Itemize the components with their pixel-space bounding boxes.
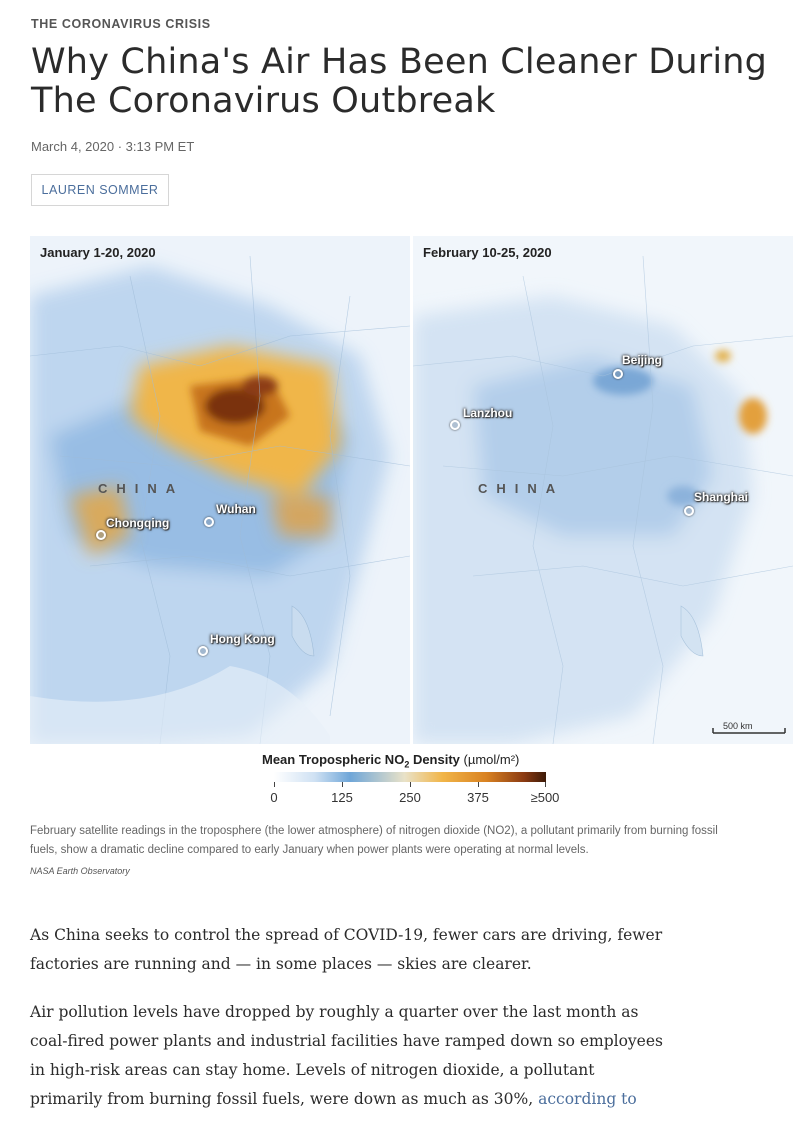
- beijing-marker-icon: [613, 369, 623, 379]
- map-february-country-label: CHINA: [478, 481, 565, 496]
- hong-kong-marker-icon: [198, 646, 208, 656]
- place-label-hong-kong: Hong Kong: [210, 632, 275, 646]
- place-label-wuhan: Wuhan: [216, 502, 256, 516]
- place-label-lanzhou: Lanzhou: [463, 406, 513, 420]
- legend-tick-label: ≥500: [530, 790, 560, 805]
- article-headline: Why China's Air Has Been Cleaner During …: [31, 42, 768, 121]
- legend-tick-mark: [274, 782, 275, 787]
- wuhan-marker-icon: [204, 517, 214, 527]
- legend-title-rest: Density: [409, 752, 464, 767]
- legend-tick-label: 0: [270, 790, 278, 805]
- legend-tick-mark: [410, 782, 411, 787]
- map-february: February 10-25, 2020 CHINA Beijing Lanzh…: [413, 236, 793, 744]
- figure-credit: NASA Earth Observatory: [30, 866, 130, 876]
- nasa-source-link[interactable]: according to NASA: [30, 1090, 637, 1121]
- legend-tick-label: 125: [331, 790, 353, 805]
- figure-caption: February satellite readings in the tropo…: [30, 825, 718, 856]
- legend-tick-mark: [545, 782, 546, 787]
- body-paragraph-2-end: .: [77, 1119, 82, 1121]
- shanghai-marker-icon: [684, 506, 694, 516]
- map-january-title: January 1-20, 2020: [40, 245, 156, 260]
- legend-color-bar: [274, 772, 546, 782]
- legend-tick-mark: [342, 782, 343, 787]
- article-dateline: March 4, 2020 · 3:13 PM ET: [31, 139, 195, 154]
- legend-unit: (µmol/m²): [463, 752, 520, 767]
- body-paragraph-2-text: Air pollution levels have dropped by rou…: [30, 1003, 663, 1108]
- place-label-chongqing: Chongqing: [106, 516, 170, 530]
- map-january-image: [30, 236, 410, 744]
- section-kicker-link[interactable]: THE CORONAVIRUS CRISIS: [31, 17, 211, 31]
- legend-title-subscript: 2: [404, 759, 410, 770]
- map-february-title: February 10-25, 2020: [423, 245, 552, 260]
- no2-density-legend: Mean Tropospheric NO2 Density (µmol/m²) …: [262, 752, 572, 812]
- body-paragraph-1: As China seeks to control the spread of …: [30, 926, 663, 973]
- lanzhou-marker-icon: [450, 420, 460, 430]
- map-january-country-label: CHINA: [98, 481, 185, 496]
- legend-title-main: Mean Tropospheric NO: [262, 752, 405, 767]
- author-byline-button[interactable]: LAUREN SOMMER: [31, 174, 169, 206]
- legend-tick-mark: [478, 782, 479, 787]
- chongqing-marker-icon: [96, 530, 106, 540]
- map-february-image: [413, 236, 793, 744]
- no2-comparison-figure: January 1-20, 2020 CHINA Wuhan Chongqing…: [30, 236, 793, 744]
- body-paragraph-2: Air pollution levels have dropped by rou…: [30, 998, 670, 1121]
- legend-tick-label: 250: [399, 790, 421, 805]
- place-label-shanghai: Shanghai: [694, 490, 749, 504]
- place-label-beijing: Beijing: [622, 353, 663, 367]
- legend-title: Mean Tropospheric NO2 Density (µmol/m²): [262, 752, 519, 770]
- legend-tick-label: 375: [467, 790, 489, 805]
- map-scale-label: 500 km: [723, 721, 753, 731]
- map-january: January 1-20, 2020 CHINA Wuhan Chongqing…: [30, 236, 410, 744]
